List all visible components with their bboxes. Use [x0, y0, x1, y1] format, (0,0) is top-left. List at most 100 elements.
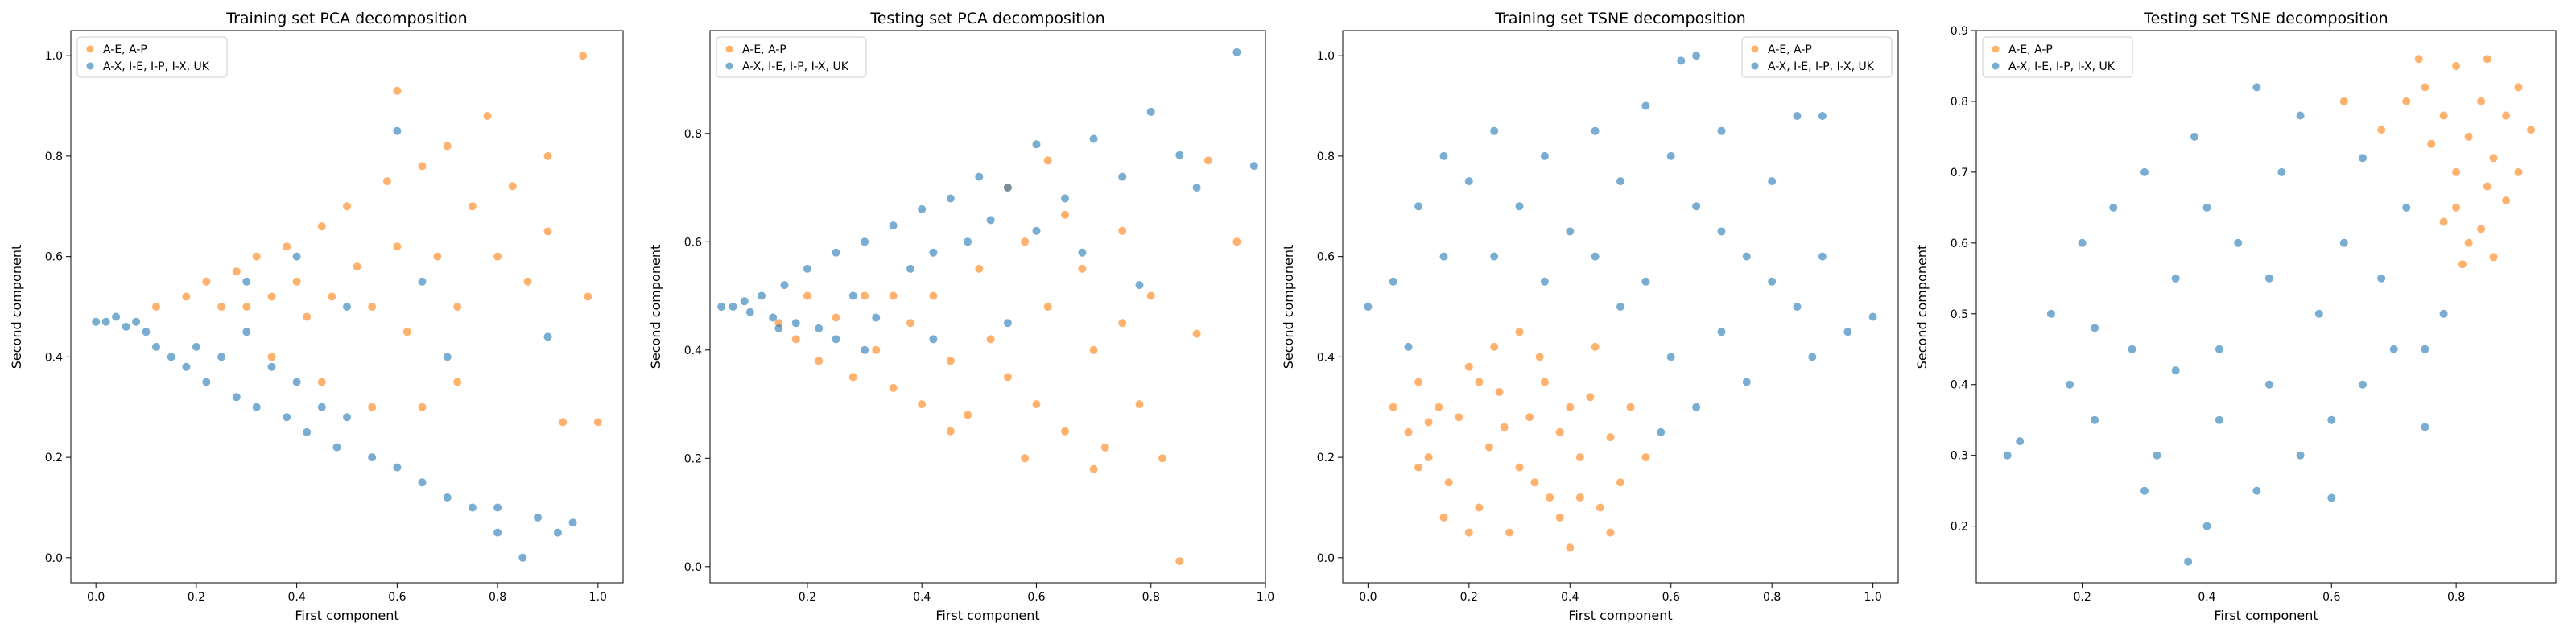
data-point	[1591, 126, 1600, 135]
data-point	[2483, 55, 2491, 64]
y-tick-label: 0.9	[1951, 25, 1968, 38]
x-tick-label: 0.6	[2322, 591, 2340, 604]
data-point	[92, 317, 101, 326]
legend-frame	[1982, 36, 2133, 78]
data-point	[1021, 237, 1030, 246]
data-point	[1626, 402, 1635, 411]
data-point	[112, 312, 121, 321]
data-point	[848, 373, 857, 382]
data-point	[791, 319, 800, 328]
data-point	[2066, 380, 2074, 389]
legend-label: A-E, A-P	[742, 43, 786, 56]
data-point	[861, 291, 869, 300]
y-tick-label: 1.0	[45, 50, 63, 63]
data-point	[745, 308, 754, 316]
y-axis-label: Second component	[1281, 245, 1296, 369]
data-point	[252, 252, 261, 261]
data-point	[593, 418, 602, 427]
data-point	[1364, 303, 1373, 311]
data-point	[2171, 274, 2180, 283]
y-axis-label: Second component	[1914, 245, 1930, 369]
data-point	[292, 252, 301, 261]
data-point	[2452, 167, 2461, 176]
y-tick-label: 0.8	[684, 128, 702, 141]
data-point	[242, 303, 251, 311]
data-point	[1439, 513, 1448, 522]
data-point	[2277, 167, 2286, 176]
legend-frame	[1741, 36, 1893, 78]
data-point	[2439, 111, 2448, 120]
data-point	[1490, 126, 1499, 135]
data-point	[2389, 345, 2398, 353]
data-point	[192, 342, 200, 351]
data-point	[1596, 503, 1604, 512]
data-point	[2464, 132, 2473, 141]
data-point	[1575, 493, 1584, 502]
data-point	[534, 513, 542, 522]
data-point	[217, 353, 226, 361]
data-point	[872, 313, 881, 322]
y-tick-label: 0.3	[1951, 450, 1968, 463]
data-point	[2140, 167, 2149, 176]
data-point	[1135, 400, 1144, 409]
data-point	[1003, 184, 1012, 192]
x-tick-label: 0.8	[2447, 591, 2465, 604]
data-point	[1146, 107, 1155, 116]
data-point	[1232, 47, 1241, 56]
data-point	[303, 312, 312, 321]
data-point	[1540, 277, 1549, 286]
series-1	[2339, 55, 2535, 269]
y-tick-label: 0.2	[1951, 521, 1968, 534]
data-point	[1118, 226, 1127, 235]
data-point	[2140, 486, 2149, 495]
data-point	[1475, 378, 1484, 386]
data-point	[1232, 237, 1241, 246]
data-point	[2153, 451, 2161, 460]
x-tick-label: 0.4	[288, 591, 306, 604]
data-point	[328, 292, 336, 301]
data-point	[2264, 380, 2273, 389]
legend-label: A-X, I-E, I-P, I-X, UK	[2008, 60, 2116, 73]
data-point	[553, 528, 562, 537]
data-point	[433, 252, 442, 261]
data-point	[2502, 196, 2511, 205]
data-point	[559, 418, 568, 427]
data-point	[453, 378, 462, 386]
data-point	[1475, 503, 1484, 512]
data-point	[929, 335, 938, 344]
x-tick-label: 0.4	[1561, 591, 1579, 604]
data-point	[2016, 437, 2025, 446]
data-point	[758, 291, 766, 300]
legend-label: A-X, I-E, I-P, I-X, UK	[1768, 60, 1875, 73]
x-tick-label: 0.2	[188, 591, 205, 604]
plot-area	[1975, 30, 2557, 584]
data-point	[543, 227, 552, 236]
data-point	[1525, 413, 1534, 422]
data-point	[1692, 52, 1701, 60]
y-axis-label: Second component	[648, 245, 663, 369]
series-1	[152, 52, 602, 427]
data-point	[1389, 402, 1397, 411]
data-point	[1089, 134, 1098, 143]
y-tick-label: 1.0	[1317, 50, 1335, 63]
data-point	[815, 357, 824, 365]
data-point	[142, 328, 151, 336]
data-point	[2327, 415, 2336, 424]
data-point	[906, 264, 914, 273]
data-point	[1043, 303, 1052, 311]
y-tick-label: 0.2	[1317, 452, 1335, 464]
data-point	[946, 427, 955, 436]
chart-panel-4: 0.2 0.4 0.6 0.8 0.2 0.3 0.4 0.5 0.6 0.7 0.8 0.9 Test…	[1914, 10, 2557, 623]
data-point	[579, 52, 588, 60]
data-point	[1078, 248, 1087, 257]
chart-panel-3: 0.0 0.2 0.4 0.6 0.8 1.0 0.0 0.2 0.4 0.6 0.8 1.0 Trai…	[1281, 10, 1899, 623]
data-point	[393, 126, 402, 135]
data-point	[2327, 493, 2336, 502]
data-point	[1192, 184, 1201, 192]
data-point	[1616, 177, 1624, 186]
data-point	[889, 221, 898, 230]
data-point	[1404, 342, 1413, 351]
data-point	[815, 324, 824, 332]
data-point	[1641, 101, 1650, 110]
data-point	[1793, 112, 1802, 120]
